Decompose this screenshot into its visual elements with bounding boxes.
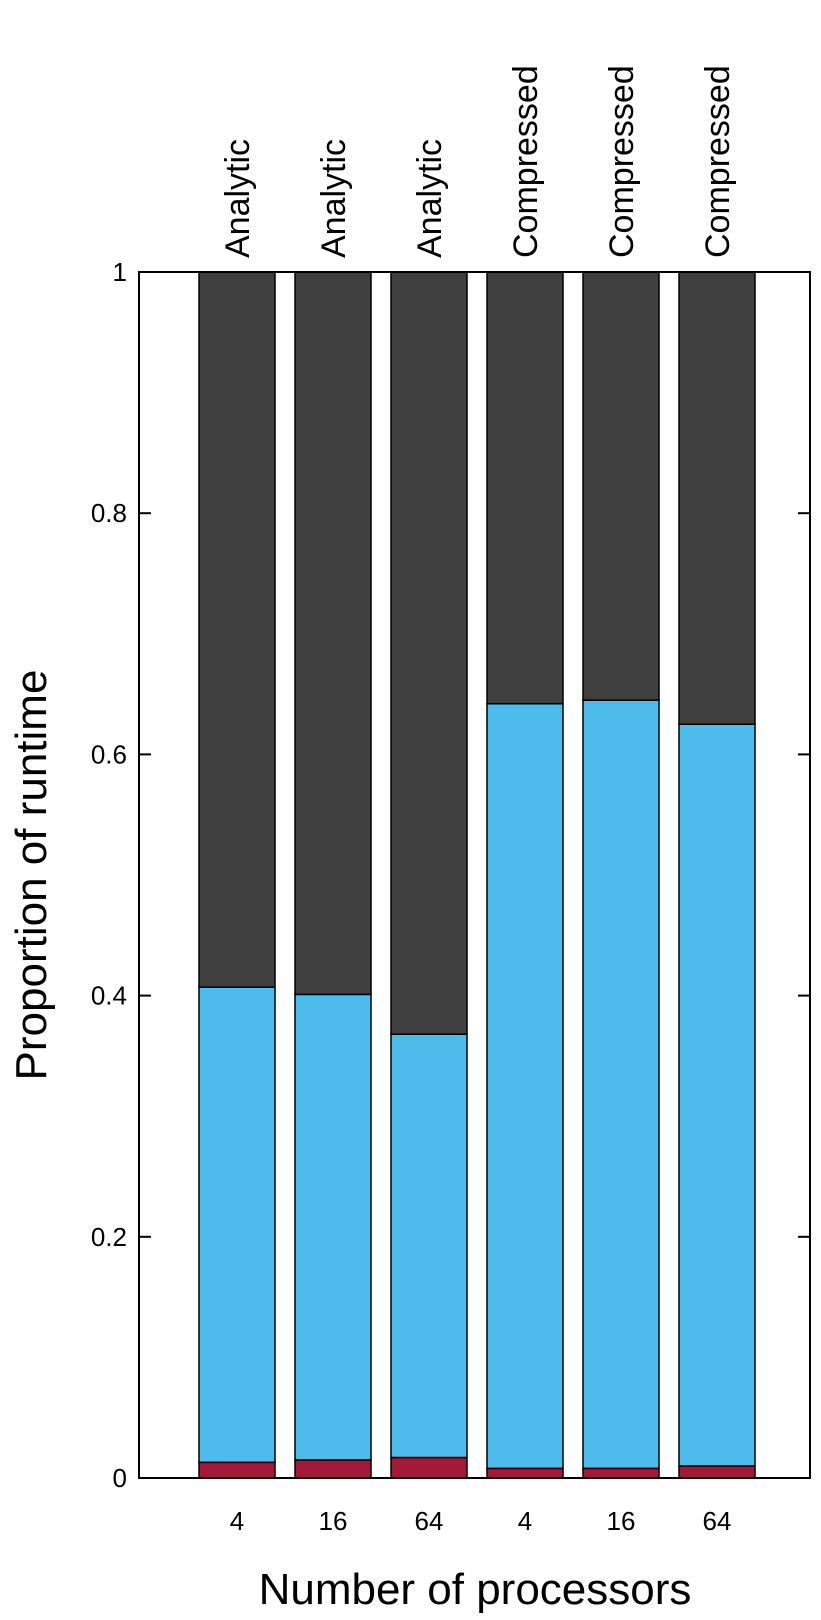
y-axis-title: Proportion of runtime	[7, 670, 56, 1081]
bar-segment-2-col-6	[678, 723, 756, 1467]
x-axis-tick-labels: 4 16 64 4 16 64	[230, 1506, 732, 1536]
y-tick-label: 0.4	[91, 981, 127, 1011]
bar-segment-3-col-1	[198, 271, 276, 988]
y-tick-label: 1	[113, 257, 127, 287]
x-tick-label: 4	[518, 1506, 532, 1536]
y-axis-ticks: 0 0.2 0.4 0.6 0.8 1	[91, 257, 810, 1493]
bar-segment-1-col-5	[582, 1467, 660, 1479]
x-tick-label: 4	[230, 1506, 244, 1536]
y-tick-label: 0.2	[91, 1222, 127, 1252]
bars-layer	[198, 271, 756, 1479]
bar-segment-1-col-2	[294, 1459, 372, 1479]
x-axis-title: Number of processors	[259, 1565, 692, 1614]
bar-segment-2-col-1	[198, 986, 276, 1464]
x-tick-label: 16	[607, 1506, 636, 1536]
bar-segment-3-col-4	[486, 271, 564, 705]
y-tick-label: 0.6	[91, 739, 127, 769]
x-tick-label: 64	[415, 1506, 444, 1536]
category-group-labels: Analytic Analytic Analytic Compressed Compre…	[219, 65, 737, 258]
bar-group-label: Compressed	[603, 65, 641, 258]
y-tick-label: 0	[113, 1463, 127, 1493]
bar-group-label: Analytic	[411, 139, 449, 258]
bar-group-label: Analytic	[315, 139, 353, 258]
bar-segment-2-col-2	[294, 993, 372, 1461]
x-tick-label: 16	[319, 1506, 348, 1536]
plot-frame	[138, 271, 811, 1479]
bar-segment-3-col-2	[294, 271, 372, 996]
bar-segment-3-col-5	[582, 271, 660, 701]
x-tick-label: 64	[703, 1506, 732, 1536]
bar-segment-1-col-6	[678, 1465, 756, 1479]
bar-group-label: Compressed	[507, 65, 545, 258]
bar-segment-1-col-1	[198, 1461, 276, 1479]
bar-segment-2-col-5	[582, 699, 660, 1470]
bar-segment-1-col-4	[486, 1467, 564, 1479]
y-tick-label: 0.8	[91, 498, 127, 528]
bar-segment-2-col-4	[486, 702, 564, 1470]
bar-group-label: Analytic	[219, 139, 257, 258]
bar-segment-3-col-3	[390, 271, 468, 1035]
bar-group-label: Compressed	[699, 65, 737, 258]
bar-segment-2-col-3	[390, 1033, 468, 1459]
bar-segment-1-col-3	[390, 1456, 468, 1479]
bar-segment-3-col-6	[678, 271, 756, 725]
